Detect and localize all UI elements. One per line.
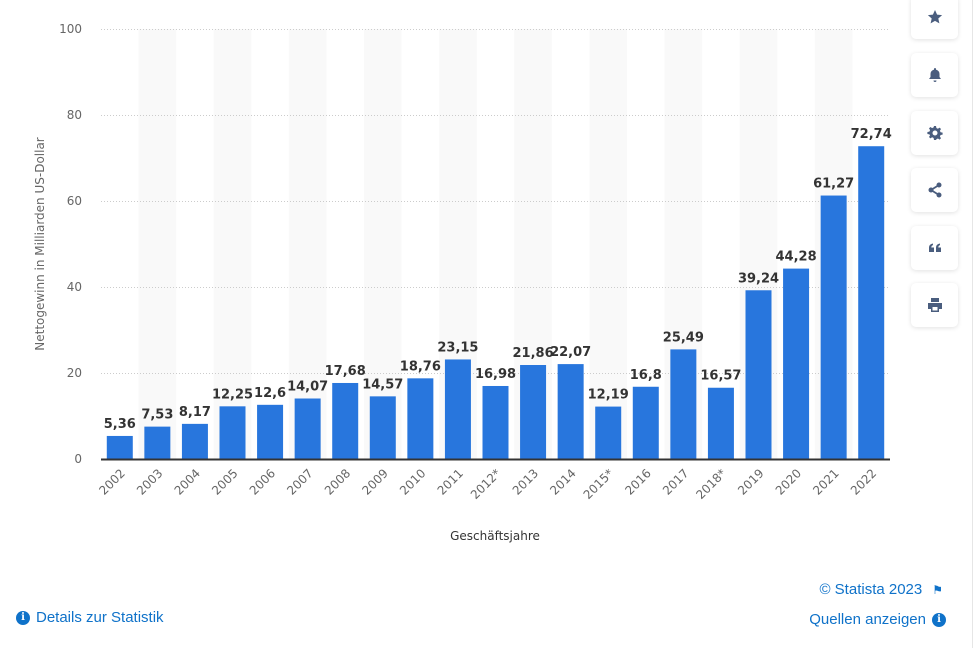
favorite-button[interactable] bbox=[911, 0, 958, 39]
data-label: 5,36 bbox=[104, 417, 136, 432]
bar bbox=[444, 359, 471, 459]
bar bbox=[482, 385, 509, 459]
x-tick-label: 2014 bbox=[547, 466, 578, 497]
bar bbox=[181, 423, 208, 459]
bar bbox=[106, 435, 133, 459]
bar bbox=[144, 426, 171, 459]
x-tick-label: 2003 bbox=[134, 466, 165, 497]
y-tick-label: 40 bbox=[67, 280, 82, 294]
sources-link[interactable]: Quellen anzeigen i bbox=[809, 611, 946, 628]
bar bbox=[745, 290, 772, 459]
scrollbar-edge bbox=[972, 0, 973, 648]
x-tick-label: 2017 bbox=[660, 466, 691, 497]
y-tick-label: 0 bbox=[74, 452, 82, 466]
data-label: 17,68 bbox=[325, 364, 366, 379]
data-label: 16,8 bbox=[630, 368, 662, 383]
x-tick-label: 2015* bbox=[581, 466, 617, 502]
bar bbox=[407, 378, 434, 459]
data-label: 8,17 bbox=[179, 405, 211, 420]
bar bbox=[707, 387, 734, 459]
column-band bbox=[589, 29, 627, 459]
settings-button[interactable] bbox=[911, 111, 958, 155]
star-icon bbox=[927, 10, 942, 24]
data-label: 12,6 bbox=[254, 386, 286, 401]
y-tick-label: 100 bbox=[59, 22, 82, 36]
data-label: 16,57 bbox=[700, 369, 741, 384]
x-tick-label: 2011 bbox=[435, 466, 466, 497]
x-axis-label: Geschäftsjahre bbox=[450, 529, 540, 543]
bar bbox=[820, 195, 847, 459]
bar bbox=[783, 268, 810, 459]
data-label: 23,15 bbox=[437, 340, 478, 355]
x-tick-label: 2008 bbox=[322, 466, 353, 497]
share-icon bbox=[928, 182, 941, 198]
x-tick-label: 2004 bbox=[172, 466, 203, 497]
bar bbox=[332, 382, 359, 459]
bar bbox=[632, 386, 659, 459]
x-tick-label: 2012* bbox=[468, 466, 504, 502]
flag-icon: ⚑ bbox=[932, 582, 943, 597]
x-tick-label: 2013 bbox=[510, 466, 541, 497]
x-tick-label: 2005 bbox=[209, 466, 240, 497]
x-tick-label: 2007 bbox=[284, 466, 315, 497]
bar bbox=[294, 398, 321, 459]
column-band bbox=[138, 29, 177, 459]
column-band bbox=[364, 29, 402, 459]
bar bbox=[369, 396, 396, 459]
x-tick-label: 2009 bbox=[359, 466, 390, 497]
data-label: 14,07 bbox=[287, 379, 328, 394]
x-tick-label: 2019 bbox=[735, 466, 766, 497]
data-label: 72,74 bbox=[851, 127, 892, 142]
quote-icon bbox=[928, 243, 941, 252]
data-label: 16,98 bbox=[475, 367, 516, 382]
notification-button[interactable] bbox=[911, 53, 958, 97]
bar bbox=[557, 364, 584, 459]
y-tick-label: 80 bbox=[67, 108, 82, 122]
data-label: 12,25 bbox=[212, 387, 253, 402]
copyright-label: © Statista 2023 bbox=[819, 581, 923, 598]
data-label: 61,27 bbox=[813, 177, 854, 192]
x-tick-label: 2010 bbox=[397, 466, 428, 497]
sources-label: Quellen anzeigen bbox=[809, 611, 926, 628]
details-link[interactable]: i Details zur Statistik bbox=[16, 609, 164, 626]
data-label: 7,53 bbox=[141, 408, 173, 423]
bar bbox=[595, 406, 622, 459]
x-tick-label: 2018* bbox=[693, 466, 729, 502]
bar bbox=[858, 146, 885, 459]
x-tick-label: 2006 bbox=[247, 466, 278, 497]
bar bbox=[257, 404, 284, 459]
data-label: 21,86 bbox=[513, 346, 554, 361]
bar bbox=[520, 365, 547, 459]
bell-icon bbox=[928, 68, 941, 82]
share-button[interactable] bbox=[911, 168, 958, 212]
y-axis-label: Nettogewinn in Milliarden US-Dollar bbox=[33, 137, 47, 351]
print-button[interactable] bbox=[911, 283, 958, 327]
data-label: 14,57 bbox=[362, 377, 403, 392]
gear-icon bbox=[926, 126, 943, 140]
y-tick-label: 20 bbox=[67, 366, 82, 380]
print-icon bbox=[927, 298, 942, 312]
data-label: 18,76 bbox=[400, 359, 441, 374]
column-band bbox=[213, 29, 252, 459]
data-label: 39,24 bbox=[738, 271, 779, 286]
bar bbox=[670, 349, 697, 459]
x-tick-label: 2016 bbox=[622, 466, 653, 497]
cite-button[interactable] bbox=[911, 226, 958, 270]
x-tick-label: 2020 bbox=[773, 466, 804, 497]
info-icon: i bbox=[932, 612, 946, 627]
column-band bbox=[288, 29, 327, 459]
copyright-link[interactable]: © Statista 2023 ⚑ bbox=[819, 581, 943, 598]
bar bbox=[219, 406, 246, 459]
info-icon: i bbox=[16, 610, 30, 625]
data-label: 12,19 bbox=[588, 388, 629, 403]
y-tick-label: 60 bbox=[67, 194, 82, 208]
details-label: Details zur Statistik bbox=[36, 609, 164, 626]
x-tick-label: 2002 bbox=[96, 466, 127, 497]
data-label: 22,07 bbox=[550, 345, 591, 360]
bar-chart: 0 20 40 60 80 100 5,36 2002 7,53 2003 8,17 2004 12,… bbox=[33, 22, 892, 543]
data-label: 25,49 bbox=[663, 330, 704, 345]
x-tick-label: 2022 bbox=[848, 466, 879, 497]
x-tick-label: 2021 bbox=[810, 466, 841, 497]
data-label: 44,28 bbox=[776, 250, 817, 265]
